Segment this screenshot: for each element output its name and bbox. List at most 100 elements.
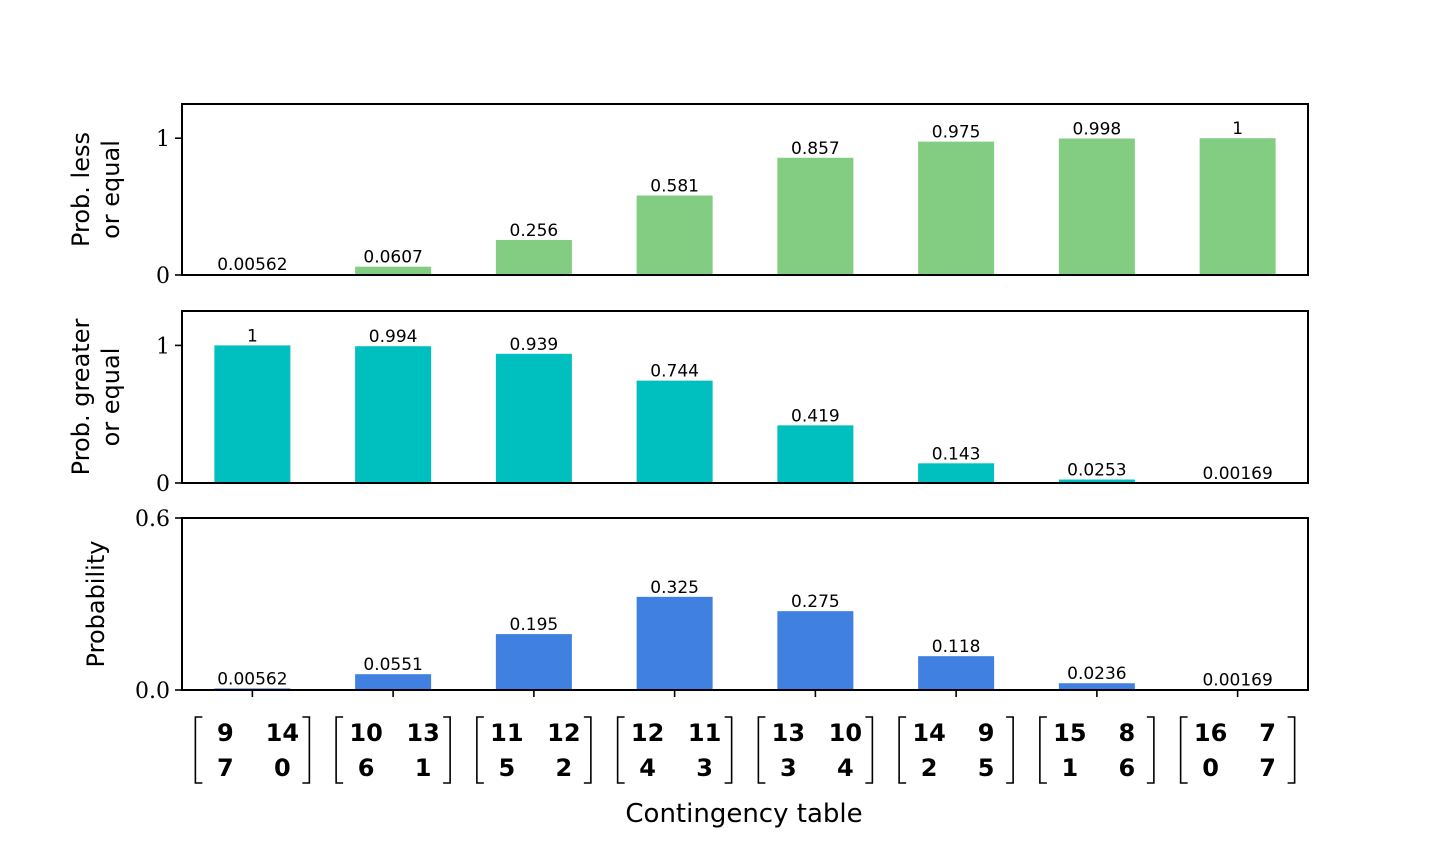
bar-value-label: 0.195 xyxy=(510,615,559,635)
bar xyxy=(636,195,713,275)
matrix-cell: 3 xyxy=(696,754,713,782)
matrix-right-bracket xyxy=(302,716,311,784)
bar-value-label: 0.00169 xyxy=(1202,464,1272,484)
matrix-cell: 16 xyxy=(1194,719,1227,747)
contingency-matrix: 11 12 5 2 xyxy=(476,716,592,784)
x-axis-label: Contingency table xyxy=(625,799,862,829)
panel-middle: 1 0.994 0.939 0.744 0.419 0.143 0.0253 0.00169 0… xyxy=(67,310,1309,497)
matrix-cell: 6 xyxy=(1119,754,1136,782)
matrix-cell: 0 xyxy=(1202,754,1219,782)
bar xyxy=(1058,138,1135,275)
matrix-cell: 1 xyxy=(1062,754,1079,782)
bar-value-label: 0.994 xyxy=(369,327,418,347)
panel-bottom: 0.00562 0.0551 0.195 0.325 0.275 0.118 0.0236 0… xyxy=(82,507,1309,704)
matrix-right-bracket xyxy=(724,716,733,784)
y-tick-label: 1 xyxy=(156,334,170,359)
contingency-matrix: 15 8 1 6 xyxy=(1039,716,1155,784)
bar-value-label: 0.0551 xyxy=(363,655,422,675)
matrix-cell: 4 xyxy=(639,754,656,782)
bar xyxy=(1199,138,1276,275)
bar xyxy=(1058,683,1135,690)
matrix-right-bracket xyxy=(1006,716,1014,784)
bar xyxy=(636,380,713,483)
matrix-cell: 7 xyxy=(1259,719,1276,747)
matrix-cell: 8 xyxy=(1119,719,1136,747)
contingency-matrix: 9 14 7 0 xyxy=(194,716,311,784)
bar-value-label: 0.419 xyxy=(791,406,840,426)
matrix-cell: 11 xyxy=(688,719,721,747)
bar xyxy=(777,425,854,483)
matrix-left-bracket xyxy=(898,716,907,784)
bar xyxy=(214,345,291,483)
bar-value-label: 0.00562 xyxy=(217,255,287,275)
matrix-right-bracket xyxy=(1287,716,1296,784)
bar xyxy=(495,634,572,690)
bar-value-label: 0.857 xyxy=(791,139,840,159)
matrix-left-bracket xyxy=(757,716,766,784)
bar-value-label: 0.256 xyxy=(510,221,559,241)
matrix-right-bracket xyxy=(443,716,451,784)
matrix-cell: 11 xyxy=(490,719,523,747)
bar-value-label: 0.0607 xyxy=(363,248,422,268)
contingency-matrix: 16 7 0 7 xyxy=(1179,716,1296,784)
y-tick-label: 0 xyxy=(156,264,170,289)
matrix-cell: 4 xyxy=(837,754,854,782)
axes-frame xyxy=(181,517,1309,691)
bar xyxy=(1058,479,1135,483)
contingency-matrix: 10 13 6 1 xyxy=(335,716,451,784)
bar-value-label: 0.00562 xyxy=(217,669,287,689)
matrix-cell: 10 xyxy=(349,719,382,747)
matrix-cell: 3 xyxy=(780,754,797,782)
matrix-left-bracket xyxy=(335,716,344,784)
bar-value-label: 0.744 xyxy=(650,362,699,382)
matrix-cell: 14 xyxy=(912,719,945,747)
bar-value-label: 0.998 xyxy=(1073,119,1122,139)
bar-value-label: 1 xyxy=(247,326,258,346)
y-tick-label: 1 xyxy=(156,127,170,152)
matrix-cell: 9 xyxy=(978,719,995,747)
bar-value-label: 0.325 xyxy=(650,578,699,598)
x-category-matrices: 9 147 010 136 111 125 212 114 313 103 414 92 515 81 61… xyxy=(194,690,1296,784)
matrix-right-bracket xyxy=(865,716,874,784)
matrix-left-bracket xyxy=(476,716,484,784)
bar xyxy=(355,266,432,275)
bar xyxy=(918,656,995,690)
matrix-cell: 0 xyxy=(274,754,291,782)
bar-value-label: 0.143 xyxy=(932,444,981,464)
matrix-cell: 5 xyxy=(978,754,995,782)
bar-value-label: 1 xyxy=(1232,119,1243,139)
axes-frame xyxy=(181,103,1309,276)
bar xyxy=(355,346,432,483)
bar-value-label: 0.939 xyxy=(510,335,559,355)
contingency-matrix: 12 11 4 3 xyxy=(616,716,733,784)
y-axis-label: Prob. greater xyxy=(67,319,95,476)
matrix-cell: 2 xyxy=(921,754,938,782)
bar xyxy=(636,596,713,690)
matrix-left-bracket xyxy=(616,716,625,784)
y-axis-label: Prob. less xyxy=(67,132,95,247)
bar xyxy=(495,353,572,483)
bar-value-label: 0.975 xyxy=(932,123,981,143)
matrix-cell: 7 xyxy=(217,754,234,782)
matrix-cell: 10 xyxy=(829,719,862,747)
bar-value-label: 0.0253 xyxy=(1067,461,1126,481)
matrix-cell: 14 xyxy=(266,719,299,747)
matrix-cell: 9 xyxy=(217,719,234,747)
matrix-cell: 13 xyxy=(406,719,439,747)
matrix-cell: 6 xyxy=(358,754,375,782)
bar xyxy=(495,239,572,275)
y-tick-label: 0.6 xyxy=(135,507,170,532)
y-axis-label: Probability xyxy=(82,541,110,668)
matrix-cell: 12 xyxy=(631,719,664,747)
matrix-cell: 7 xyxy=(1259,754,1276,782)
matrix-cell: 2 xyxy=(556,754,573,782)
bar-value-label: 0.581 xyxy=(650,177,699,197)
bar-value-label: 0.118 xyxy=(932,637,981,657)
panel-top: 0.00562 0.0607 0.256 0.581 0.857 0.975 0.998 1 0… xyxy=(67,103,1309,289)
bar-value-label: 0.275 xyxy=(791,592,840,612)
contingency-matrix: 14 9 2 5 xyxy=(898,716,1014,784)
y-axis-label: or equal xyxy=(97,140,125,239)
axes-frame xyxy=(181,310,1309,484)
contingency-matrix: 13 10 3 4 xyxy=(757,716,874,784)
